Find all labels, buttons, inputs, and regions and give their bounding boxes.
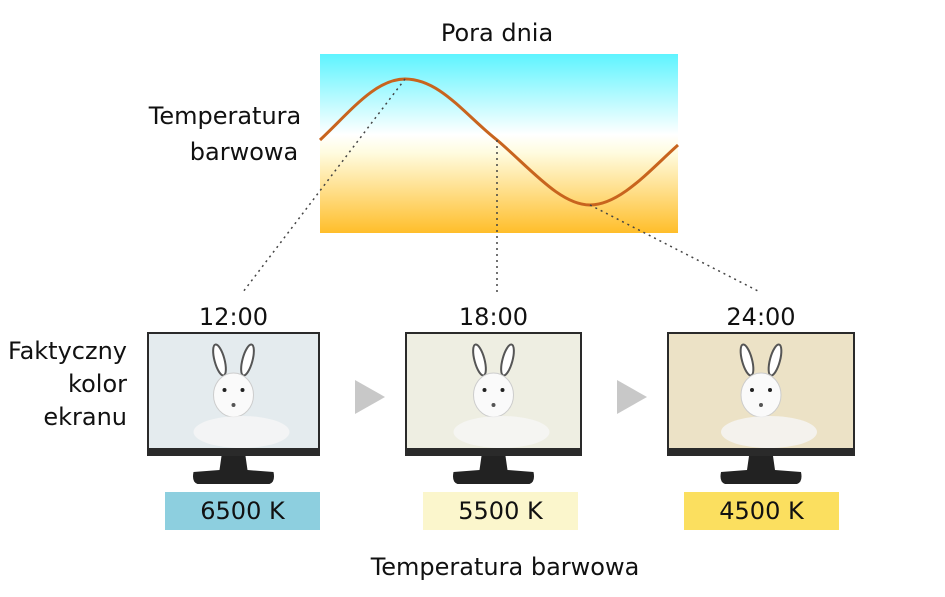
- rabbit-body: [453, 416, 550, 448]
- rabbit-nose: [231, 403, 236, 407]
- temperature-box: [684, 492, 839, 530]
- monitors: 12:00 6500 K 18:00 5500 K 24:00 4500 K: [147, 303, 855, 530]
- temperature: 5500 K: [458, 497, 544, 525]
- rabbit-head: [213, 372, 254, 418]
- time: 18:00: [459, 303, 528, 331]
- rabbit-eye: [222, 388, 227, 392]
- arrow: [617, 380, 647, 414]
- stand: [720, 456, 802, 484]
- stand: [453, 456, 534, 484]
- caption: Temperatura barwowa: [370, 553, 640, 581]
- rabbit-head: [740, 372, 782, 418]
- rabbit-eye: [768, 388, 772, 392]
- row-label: kolor: [68, 370, 127, 398]
- temperature: 4500 K: [719, 497, 805, 525]
- rabbit-nose: [491, 403, 496, 407]
- rabbit-nose: [759, 403, 763, 407]
- guides: [242, 78, 761, 293]
- stand: [193, 456, 274, 484]
- rabbit-head: [473, 372, 514, 418]
- monitor: [147, 332, 320, 484]
- time: 24:00: [726, 303, 795, 331]
- y-label: Temperatura: [148, 102, 302, 130]
- rabbit-eye: [482, 388, 487, 392]
- row-label: ekranu: [43, 403, 127, 431]
- time: 12:00: [199, 303, 268, 331]
- temperature-box: [423, 492, 578, 530]
- guide-line: [242, 78, 406, 293]
- title: Pora dnia: [441, 19, 553, 47]
- monitor: [667, 332, 855, 484]
- guide-line: [589, 204, 761, 293]
- y-label: barwowa: [190, 138, 298, 166]
- temperature: 6500 K: [200, 497, 286, 525]
- rabbit-eye: [750, 388, 754, 392]
- arrow: [355, 380, 385, 414]
- rabbit-body: [721, 416, 817, 448]
- rabbit-eye: [500, 388, 505, 392]
- monitor: [405, 332, 582, 484]
- rabbit-eye: [240, 388, 245, 392]
- rabbit-body: [193, 416, 290, 448]
- temperature-box: [165, 492, 320, 530]
- row-label: Faktyczny: [8, 337, 127, 365]
